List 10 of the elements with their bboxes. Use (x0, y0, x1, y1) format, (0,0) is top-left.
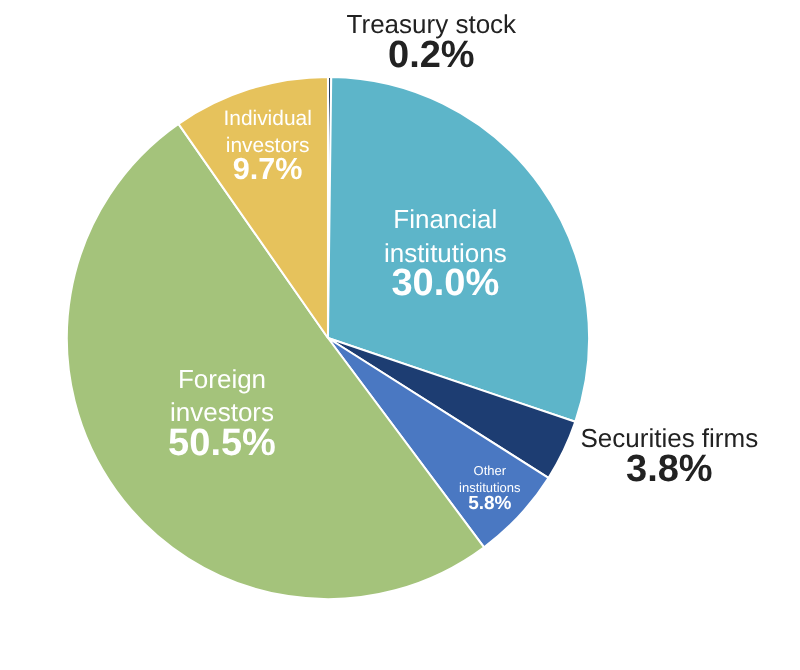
slice-label: Financial institutions (383, 203, 508, 268)
data-label: 9.7% (232, 153, 304, 188)
data-label: 50.5% (168, 423, 277, 466)
slice-label: Treasury stock (346, 9, 518, 40)
data-label: 5.8% (468, 492, 513, 515)
slice-label: Individual investors (223, 108, 312, 159)
slice-label: Foreign investors (169, 363, 275, 428)
data-label: 30.0% (391, 263, 500, 306)
data-label: 3.8% (626, 448, 713, 491)
slice-label: Securities firms (580, 423, 760, 454)
